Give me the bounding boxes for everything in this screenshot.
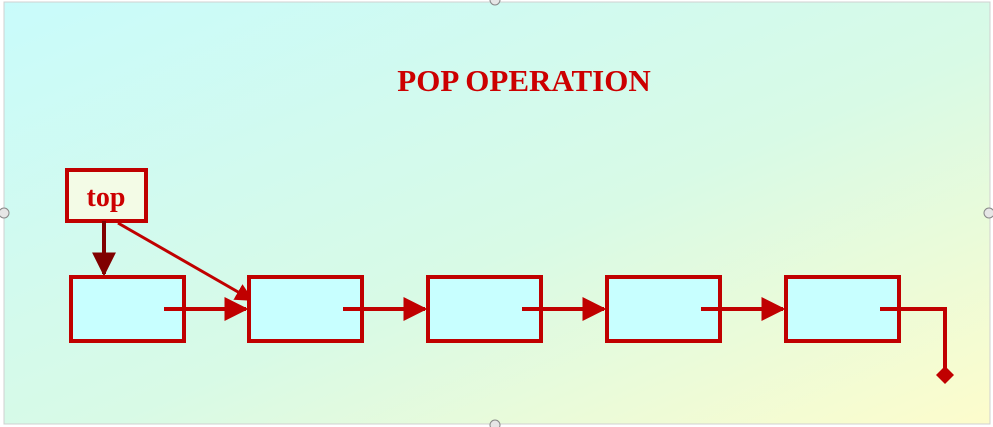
top-pointer-box [65,168,148,223]
resize-handle-right[interactable] [983,207,993,219]
slide-background [3,1,991,425]
resize-handle-left[interactable] [0,207,10,219]
diagram-title: POP OPERATION [397,63,650,98]
top-pointer-label: top [87,182,126,213]
null-terminator-diamond [936,366,954,384]
resize-handle-bottom[interactable] [489,419,501,427]
null-pointer-line [880,307,947,370]
top-new-pointer-arrow [117,221,254,302]
resize-handle-top[interactable] [489,0,501,6]
